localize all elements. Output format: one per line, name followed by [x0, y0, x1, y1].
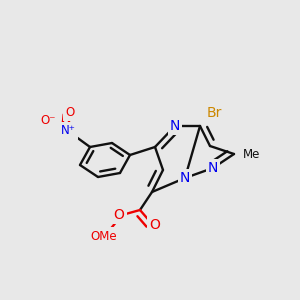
Text: N: N [208, 161, 218, 175]
Text: N: N [170, 119, 180, 133]
Text: O⁻: O⁻ [40, 115, 56, 128]
Text: O: O [150, 218, 160, 232]
Text: Me: Me [243, 148, 261, 160]
Text: O: O [65, 106, 75, 118]
Text: O: O [114, 208, 124, 222]
Text: OMe: OMe [91, 230, 117, 242]
Text: N⁺: N⁺ [61, 124, 75, 137]
Text: N: N [180, 171, 190, 185]
Text: Br: Br [206, 106, 222, 120]
